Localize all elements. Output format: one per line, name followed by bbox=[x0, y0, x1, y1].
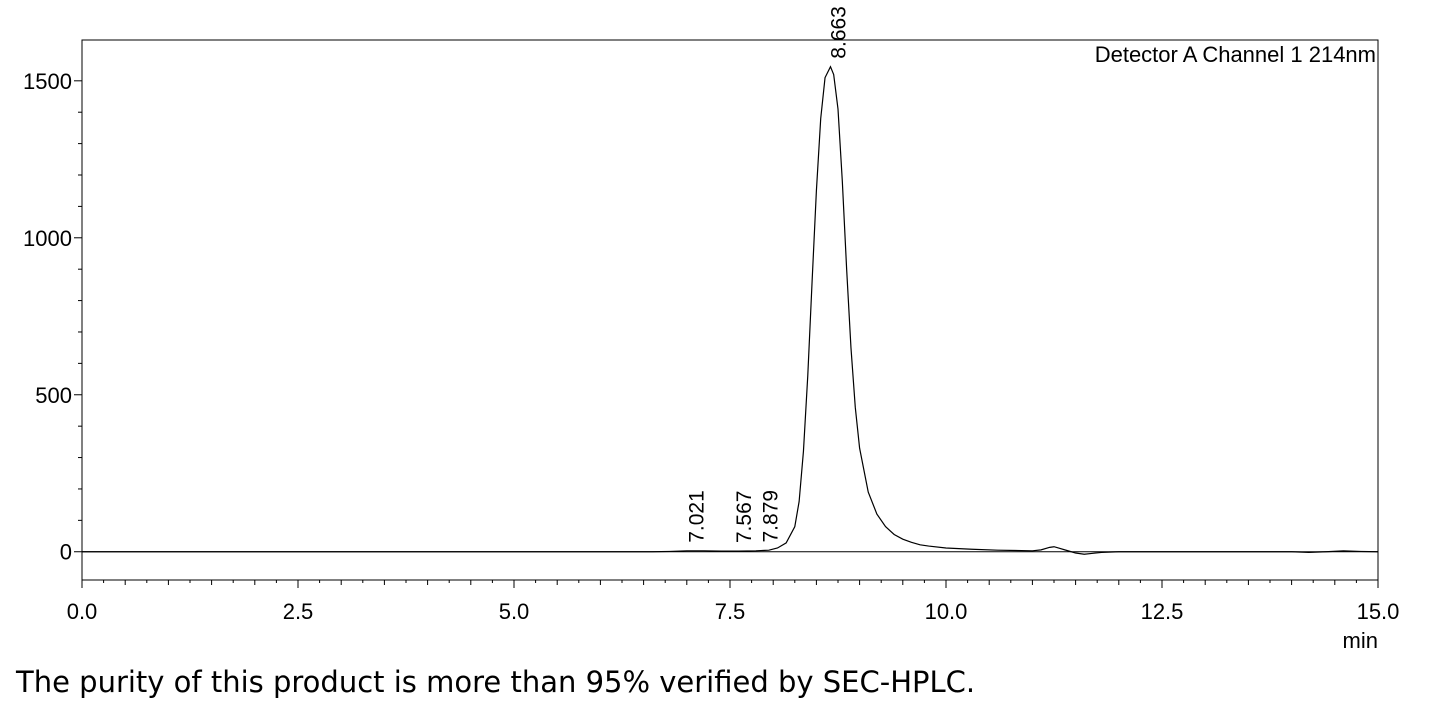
x-tick-label: 10.0 bbox=[925, 599, 968, 624]
chromatogram-trace bbox=[82, 65, 1379, 555]
y-tick-label: 1500 bbox=[23, 69, 72, 94]
x-tick-label: 2.5 bbox=[283, 599, 314, 624]
peak-labels: 7.021 7.567 7.879 8.663 bbox=[686, 6, 851, 543]
purity-caption: The purity of this product is more than … bbox=[16, 665, 976, 699]
x-tick-label: 7.5 bbox=[715, 599, 746, 624]
x-tick-label: 12.5 bbox=[1141, 599, 1184, 624]
detector-label: Detector A Channel 1 214nm bbox=[1095, 42, 1376, 67]
peak-label: 7.021 bbox=[686, 490, 709, 543]
peak-label: 7.567 bbox=[733, 491, 756, 544]
chromatogram-chart: 0.0 2.5 5.0 7.5 10.0 12.5 15.0 0 500 1000 1500 7.0… bbox=[23, 6, 1399, 653]
x-tick-label: 15.0 bbox=[1357, 599, 1400, 624]
x-tick-label: 5.0 bbox=[499, 599, 530, 624]
x-tick-label: 0.0 bbox=[67, 599, 98, 624]
plot-frame bbox=[81, 39, 1379, 581]
y-tick-label: 1000 bbox=[23, 226, 72, 251]
x-axis-unit-label: min bbox=[1343, 628, 1378, 653]
peak-label: 7.879 bbox=[760, 490, 783, 543]
axis-ticks: 0.0 2.5 5.0 7.5 10.0 12.5 15.0 0 500 1000 1500 bbox=[23, 69, 1399, 624]
y-tick-label: 0 bbox=[60, 540, 72, 565]
peak-label: 8.663 bbox=[827, 6, 850, 59]
y-tick-label: 500 bbox=[35, 383, 72, 408]
